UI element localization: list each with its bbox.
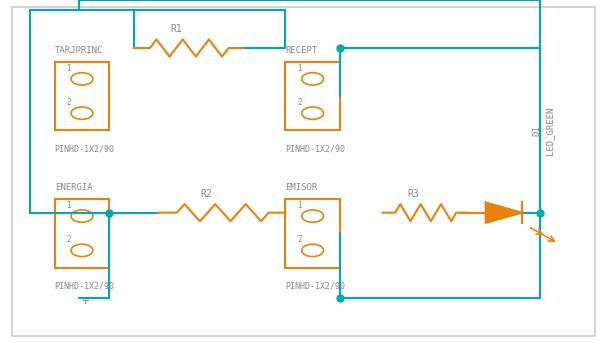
Text: PINHD-1X2/90: PINHD-1X2/90	[55, 144, 115, 153]
Bar	[55, 62, 109, 130]
Text: PINHD-1X2/90: PINHD-1X2/90	[285, 144, 345, 153]
Text: 2: 2	[297, 235, 302, 244]
Text: EMISOR: EMISOR	[285, 183, 317, 192]
Text: RECEPT: RECEPT	[285, 46, 317, 55]
Text: 1: 1	[297, 64, 302, 73]
Text: 1: 1	[297, 201, 302, 210]
Text: PINHD-1X2/90: PINHD-1X2/90	[285, 281, 345, 290]
Text: R3: R3	[407, 189, 419, 199]
Bar	[285, 199, 340, 268]
Bar	[285, 62, 340, 130]
Bar	[55, 199, 109, 268]
Text: 2: 2	[66, 235, 71, 244]
Text: R2: R2	[200, 189, 212, 199]
Text: 2: 2	[297, 98, 302, 107]
Text: TARJPRINC: TARJPRINC	[55, 46, 103, 55]
Text: 1: 1	[66, 64, 71, 73]
Text: PINHD-1X2/90: PINHD-1X2/90	[55, 281, 115, 290]
Text: R1: R1	[170, 24, 182, 34]
Text: D1
LED_GREEN: D1 LED_GREEN	[533, 106, 554, 155]
Text: +: +	[81, 295, 89, 308]
Text: 1: 1	[66, 201, 71, 210]
Polygon shape	[486, 202, 522, 223]
Text: 2: 2	[66, 98, 71, 107]
Text: ENERGIA: ENERGIA	[55, 183, 92, 192]
